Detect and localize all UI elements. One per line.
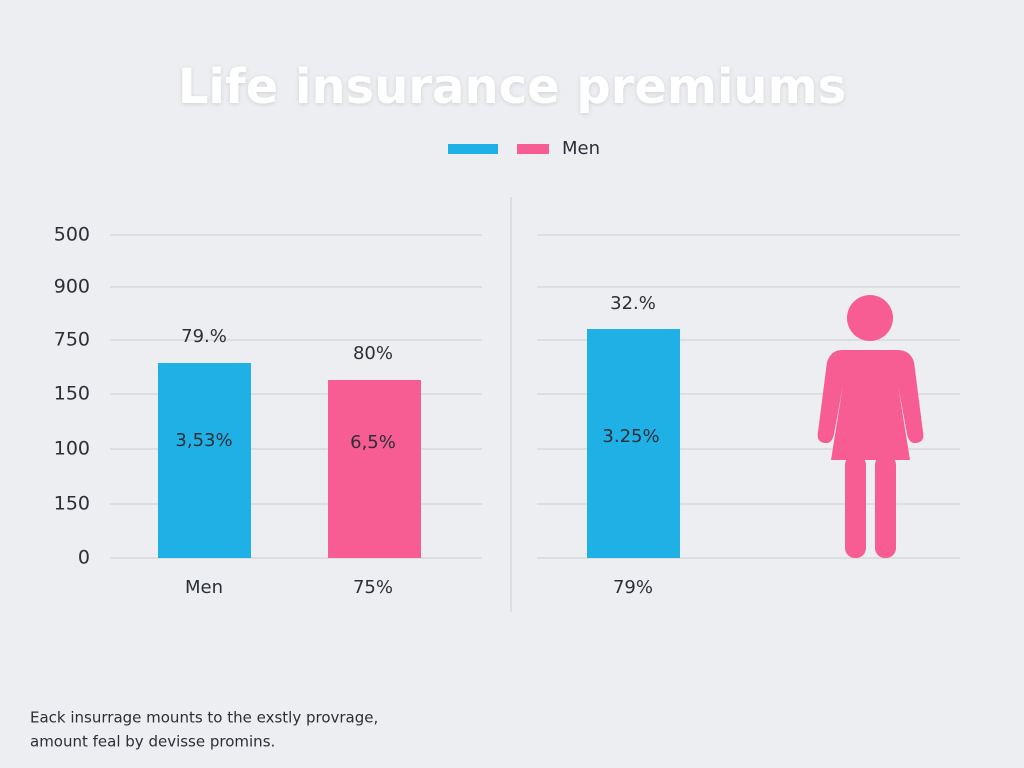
- bar-top-label: 80%: [353, 343, 393, 364]
- bar-bottom-label: Men: [185, 577, 223, 598]
- y-tick-label: 0: [78, 547, 90, 569]
- bar-top-label: 79.%: [181, 326, 227, 347]
- bar: [158, 363, 251, 558]
- bar: [328, 380, 421, 558]
- bar-inner-label: 3.25%: [602, 426, 659, 447]
- legend-swatch: [517, 144, 549, 154]
- bar-inner-label: 3,53%: [175, 430, 232, 451]
- bar: [587, 329, 680, 558]
- footnote: Eack insurrage mounts to the exstly prov…: [30, 709, 378, 727]
- legend-swatch: [448, 144, 498, 154]
- woman-icon: [817, 295, 924, 558]
- footnote: amount feal by devisse promins.: [30, 733, 275, 751]
- bar-bottom-label: 79%: [613, 577, 653, 598]
- bar-inner-label: 6,5%: [350, 432, 396, 453]
- y-tick-label: 150: [54, 493, 90, 515]
- y-tick-label: 500: [54, 224, 90, 246]
- y-tick-label: 150: [54, 383, 90, 405]
- y-tick-label: 900: [54, 276, 90, 298]
- legend-label: Men: [562, 138, 600, 159]
- y-tick-label: 750: [54, 329, 90, 351]
- bar-top-label: 32.%: [610, 293, 656, 314]
- bar-bottom-label: 75%: [353, 577, 393, 598]
- y-tick-label: 100: [54, 438, 90, 460]
- title: Life insurance premiums: [178, 59, 846, 115]
